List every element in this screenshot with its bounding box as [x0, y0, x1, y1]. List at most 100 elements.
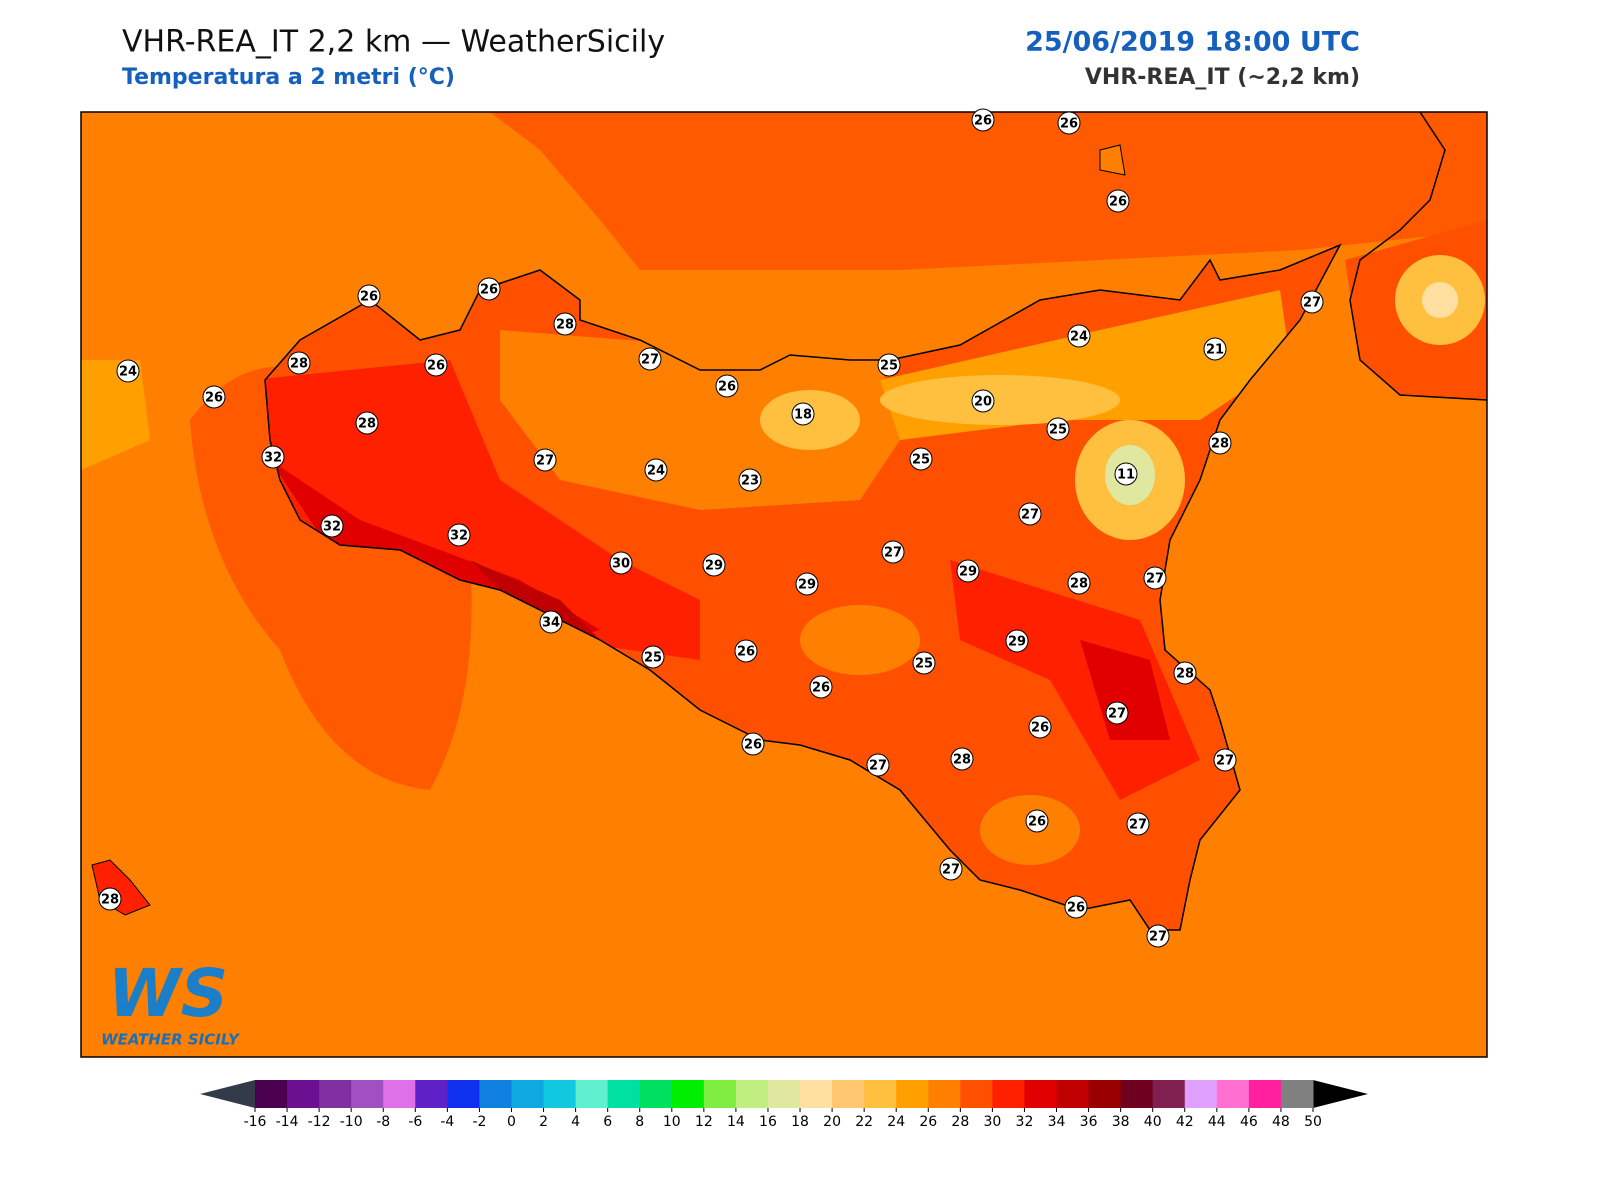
cool-area — [1422, 282, 1458, 318]
station-value: 26 — [812, 681, 830, 696]
station-marker — [539, 610, 563, 634]
colorbar-tick-label: -16 — [244, 1114, 267, 1130]
station-marker — [1105, 701, 1129, 725]
date: 25/06/2019 18:00 UTC — [1025, 27, 1360, 58]
station-value: 11 — [1117, 468, 1135, 483]
colorbar-under — [200, 1080, 255, 1108]
station-value: 24 — [119, 365, 137, 380]
colorbar-tick-label: -12 — [308, 1114, 331, 1130]
station-marker — [1028, 715, 1052, 739]
colorbar-tick-label: -14 — [276, 1114, 299, 1130]
station-value: 27 — [1216, 754, 1234, 769]
station-marker — [971, 389, 995, 413]
station-value: 27 — [536, 454, 554, 469]
station-marker — [866, 753, 890, 777]
station-value: 28 — [1070, 577, 1088, 592]
station-value: 28 — [1211, 437, 1229, 452]
station-marker — [1203, 337, 1227, 361]
colorbar-segment — [351, 1080, 384, 1108]
station-marker — [1173, 661, 1197, 685]
station-value: 28 — [1176, 667, 1194, 682]
station-value: 26 — [205, 391, 223, 406]
colorbar-tick-label: 6 — [603, 1114, 612, 1130]
station-marker — [1005, 629, 1029, 653]
station-marker — [553, 312, 577, 336]
colorbar-segment — [1088, 1080, 1122, 1108]
colorbar-segment — [1248, 1080, 1282, 1108]
station-value: 27 — [1149, 930, 1167, 945]
colorbar-tick-label: 0 — [507, 1114, 516, 1130]
station-marker — [809, 675, 833, 699]
station-value: 25 — [880, 359, 898, 374]
colorbar-tick-label: 46 — [1240, 1114, 1258, 1130]
colorbar-segment — [479, 1080, 512, 1108]
colorbar-segment — [447, 1080, 480, 1108]
station-marker — [702, 553, 726, 577]
station-value: 26 — [427, 359, 445, 374]
station-value: 26 — [1109, 195, 1127, 210]
colorbar-tick-label: 24 — [887, 1114, 905, 1130]
colorbar-tick-label: 44 — [1208, 1114, 1226, 1130]
colorbar-segment — [287, 1080, 320, 1108]
colorbar-tick-label: 8 — [635, 1114, 644, 1130]
colorbar-segment — [960, 1080, 993, 1108]
model: VHR-REA_IT (~2,2 km) — [1085, 65, 1360, 90]
colorbar-tick-label: 26 — [919, 1114, 937, 1130]
station-marker — [1057, 111, 1081, 135]
station-marker — [1300, 290, 1324, 314]
station-value: 26 — [1067, 901, 1085, 916]
station-marker — [1114, 462, 1138, 486]
subtitle: Temperatura a 2 metri (°C) — [122, 65, 455, 90]
colorbar-segment — [992, 1080, 1025, 1108]
station-marker — [971, 108, 995, 132]
station-marker — [881, 540, 905, 564]
colorbar-tick-label: -10 — [340, 1114, 363, 1130]
station-value: 25 — [915, 657, 933, 672]
station-marker — [877, 353, 901, 377]
colorbar-segment — [800, 1080, 833, 1108]
colorbar-tick-label: 28 — [951, 1114, 969, 1130]
station-value: 18 — [794, 408, 812, 423]
colorbar-over — [1313, 1080, 1368, 1108]
colorbar-segment — [1056, 1080, 1090, 1108]
station-marker — [715, 374, 739, 398]
colorbar-segment — [671, 1080, 705, 1108]
station-value: 27 — [1129, 818, 1147, 833]
station-marker — [287, 351, 311, 375]
station-marker — [609, 551, 633, 575]
colorbar-tick-label: 10 — [663, 1114, 681, 1130]
station-value: 28 — [953, 753, 971, 768]
colorbar-segment — [1280, 1080, 1314, 1108]
colorbar-segment — [1184, 1080, 1218, 1108]
station-marker — [741, 732, 765, 756]
logo-name: WEATHER SICILY — [101, 1031, 241, 1049]
station-marker — [1025, 809, 1049, 833]
station-value: 26 — [1060, 117, 1078, 132]
station-value: 29 — [959, 565, 977, 580]
coast — [1349, 112, 1487, 401]
colorbar-tick-label: 32 — [1016, 1114, 1034, 1130]
colorbar-tick-label: -6 — [408, 1114, 422, 1130]
station-value: 27 — [1146, 572, 1164, 587]
station-marker — [424, 353, 448, 377]
colorbar-tick-label: 30 — [983, 1114, 1001, 1130]
title: VHR-REA_IT 2,2 km — WeatherSicily — [122, 25, 665, 60]
colorbar-tick-label: 18 — [791, 1114, 809, 1130]
station-marker — [641, 645, 665, 669]
station-marker — [956, 559, 980, 583]
station-value: 27 — [1108, 707, 1126, 722]
colorbar-tick-label: 14 — [727, 1114, 745, 1130]
colorbar-segment — [607, 1080, 641, 1108]
station-value: 24 — [1070, 330, 1088, 345]
colorbar-tick-label: 34 — [1048, 1114, 1066, 1130]
colorbar-tick-label: -8 — [376, 1114, 390, 1130]
colorbar-segment — [735, 1080, 769, 1108]
station-marker — [1143, 566, 1167, 590]
station-marker — [909, 447, 933, 471]
station-marker — [261, 445, 285, 469]
station-value: 25 — [1049, 423, 1067, 438]
colorbar-segment — [255, 1080, 288, 1108]
station-value: 28 — [556, 318, 574, 333]
colorbar-segment — [896, 1080, 929, 1108]
station-value: 30 — [612, 557, 630, 572]
